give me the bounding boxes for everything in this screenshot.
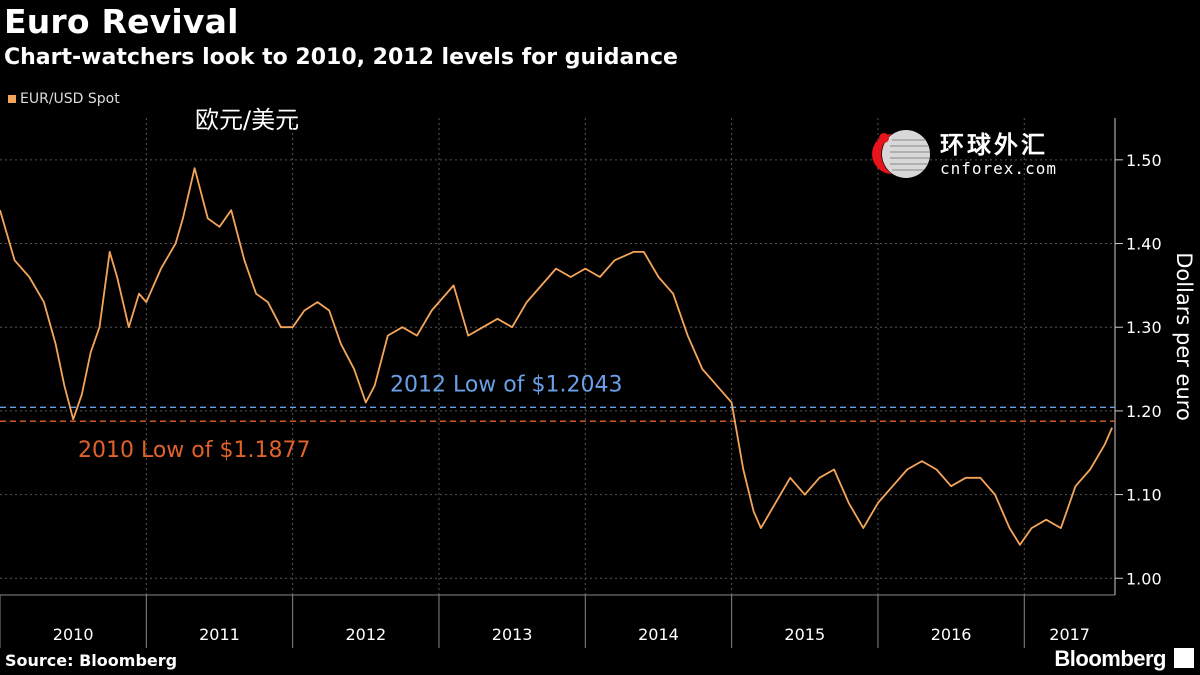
x-tick-label: 2014 [638,625,679,644]
x-tick-label: 2015 [784,625,825,644]
legend-label: EUR/USD Spot [20,91,120,107]
annotation-2010-low: 2010 Low of $1.1877 [78,438,310,463]
watermark-en: cnforex.com [940,158,1057,178]
legend-swatch [8,95,16,103]
y-tick-label: 1.00 [1126,569,1162,588]
series-line-eurusd [0,167,1113,546]
brand-logo: Bloomberg [1054,646,1166,671]
y-axis-label: Dollars per euro [1172,252,1196,421]
watermark: 环球外汇 cnforex.com [870,128,1057,180]
overlay-label: 欧元/美元 [195,106,300,134]
source-note: Source: Bloomberg [5,651,178,670]
chart-title: Euro Revival [4,2,239,41]
legend: EUR/USD Spot [8,91,120,107]
brand-terminal-icon [1174,648,1194,668]
x-tick-label: 2013 [492,625,533,644]
y-tick-label: 1.10 [1126,486,1162,505]
y-tick-label: 1.20 [1126,402,1162,421]
x-tick-label: 2012 [345,625,386,644]
y-tick-label: 1.40 [1126,235,1162,254]
watermark-logo [872,130,930,178]
y-tick-label: 1.50 [1126,151,1162,170]
y-tick-label: 1.30 [1126,318,1162,337]
x-tick-label: 2011 [199,625,240,644]
chart-subtitle: Chart-watchers look to 2010, 2012 levels… [4,45,678,70]
x-tick-label: 2016 [931,625,972,644]
watermark-cn: 环球外汇 [940,129,1048,159]
annotation-2012-low: 2012 Low of $1.2043 [390,372,622,397]
x-tick-label: 2010 [53,625,94,644]
x-tick-label: 2017 [1049,625,1090,644]
